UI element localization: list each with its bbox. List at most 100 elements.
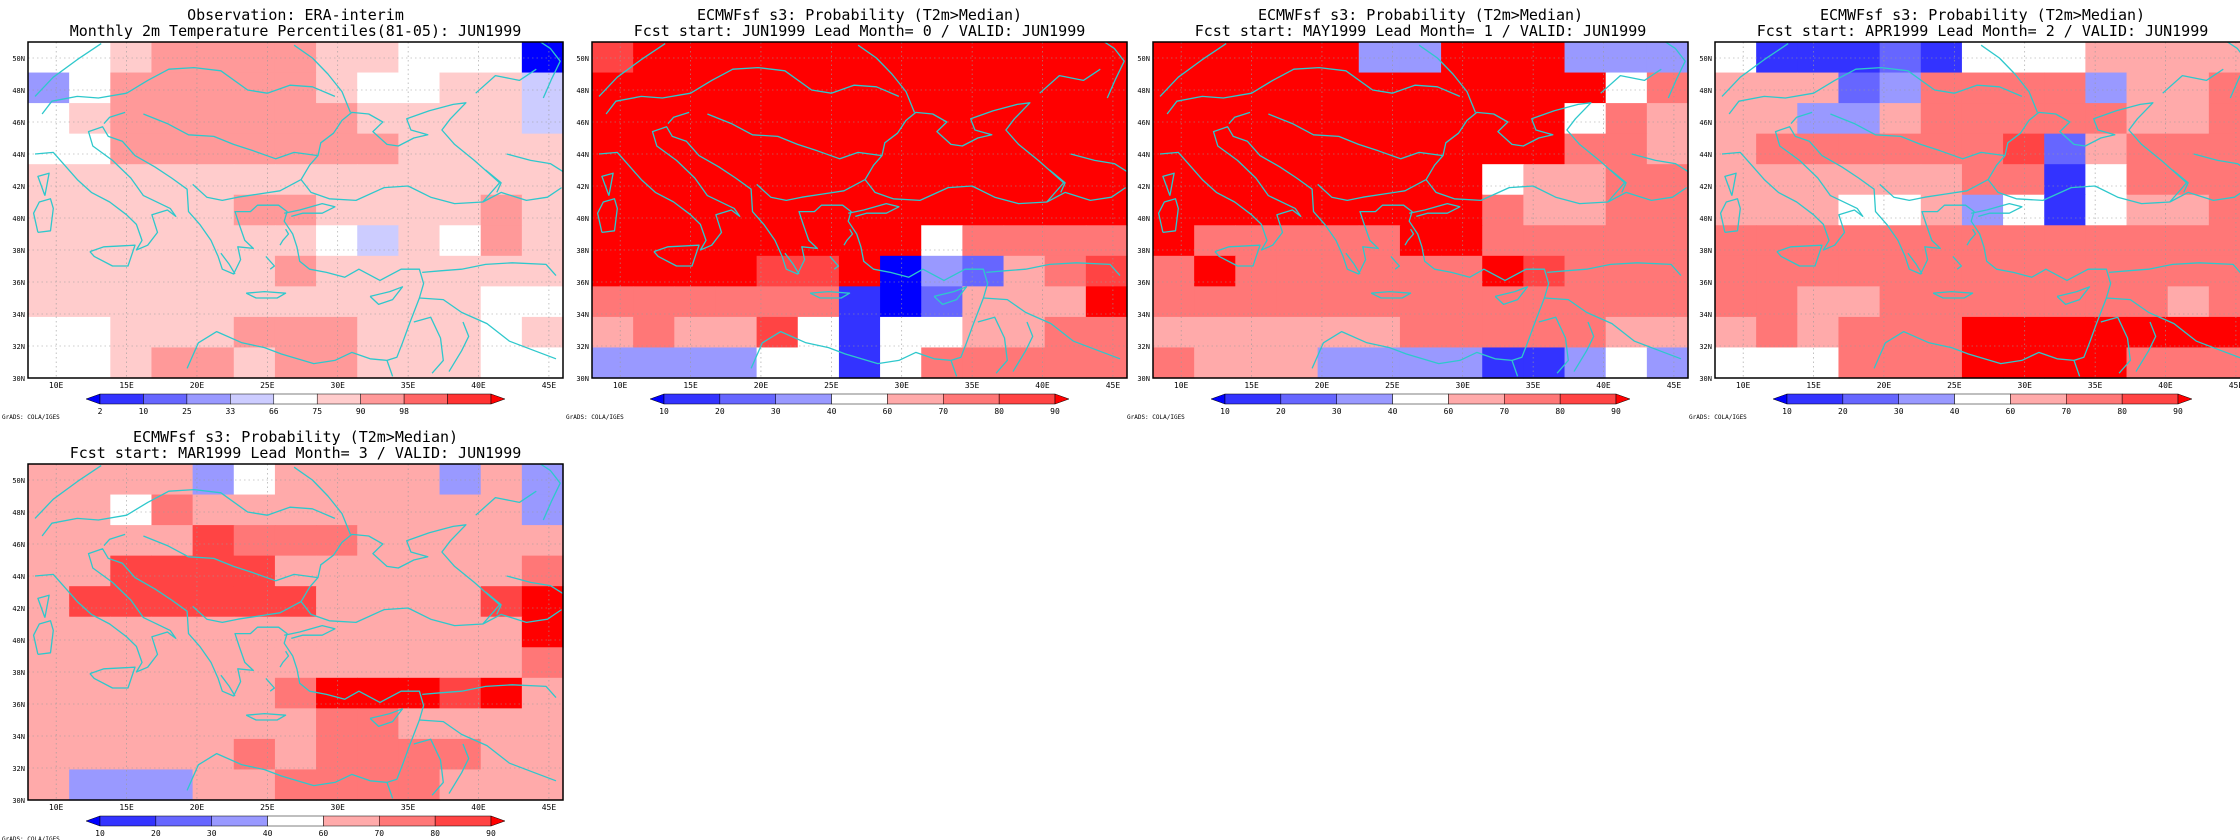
grid-cell xyxy=(2044,72,2086,104)
shaded-grid xyxy=(1715,42,2240,379)
grid-cell xyxy=(28,225,70,257)
grid-cell xyxy=(274,225,317,257)
coastline xyxy=(32,198,54,234)
grid-cell xyxy=(1564,164,1607,196)
grid-cell xyxy=(1358,42,1401,74)
coastline xyxy=(1370,290,1412,299)
grid-cell xyxy=(1317,347,1360,379)
coastline xyxy=(300,102,501,205)
grid-cell xyxy=(1276,194,1319,226)
grid-cell xyxy=(2085,103,2128,135)
grid-cell xyxy=(316,72,358,104)
grid-cell xyxy=(1797,225,1840,257)
grid-cell xyxy=(1044,164,1087,196)
lat-tick-label: 44N xyxy=(12,573,25,581)
grid-cell xyxy=(192,316,235,349)
grid-cell xyxy=(1153,42,1195,74)
grid-cell xyxy=(715,103,758,135)
lat-tick-label: 48N xyxy=(576,87,589,95)
grid-cell xyxy=(880,316,922,349)
grid-cell xyxy=(2003,225,2045,257)
grid-cell xyxy=(1482,286,1524,318)
colorbar-end-low xyxy=(649,393,665,405)
coastline xyxy=(1932,290,1974,299)
grid-cell xyxy=(1003,194,1046,226)
grid-cell xyxy=(1797,316,1840,349)
colorbar-label: 10 xyxy=(1220,407,1230,416)
lat-tick-label: 50N xyxy=(12,55,25,63)
coastline xyxy=(1268,113,1444,160)
coastline xyxy=(1607,187,1687,203)
grid-cell xyxy=(233,133,276,165)
lat-tick-label: 34N xyxy=(12,733,25,741)
coastline xyxy=(2109,262,2240,274)
grid-cell xyxy=(110,708,153,740)
grid-cell xyxy=(1605,133,1648,165)
map-panel: ECMWFsf s3: Probability (T2m>Median)Fcst… xyxy=(1127,6,1689,421)
grid-cell xyxy=(962,194,1005,226)
coastline xyxy=(1104,41,1125,99)
grid-cell xyxy=(1153,133,1195,165)
grid-cell xyxy=(880,103,922,135)
grid-cell xyxy=(2003,316,2045,349)
colorbar-box xyxy=(1559,393,1617,405)
lon-tick-label: 35E xyxy=(401,381,416,390)
lat-tick-label: 38N xyxy=(576,247,589,255)
colorbar-label: 60 xyxy=(883,407,893,416)
coastline xyxy=(2100,316,2131,374)
grid-cell xyxy=(28,255,70,287)
grid-cell xyxy=(2208,133,2240,165)
grid-cell xyxy=(1399,225,1442,257)
coastline xyxy=(41,488,336,537)
grid-cell xyxy=(1194,72,1236,104)
grid-cell xyxy=(921,133,963,165)
lat-tick-label: 30N xyxy=(1137,375,1150,383)
coastline xyxy=(1511,360,1519,377)
grid-cell xyxy=(2208,164,2240,196)
coastline xyxy=(1971,202,2023,218)
grid-cell xyxy=(151,347,194,379)
grid-cell xyxy=(674,316,717,349)
colorbar-label: 90 xyxy=(2173,407,2183,416)
lon-tick-label: 45E xyxy=(1106,381,1121,390)
coastlines xyxy=(32,463,564,799)
grid-cell xyxy=(2126,194,2169,226)
grid-cell xyxy=(1838,103,1881,135)
grads-credit: GrADS: COLA/IGES xyxy=(2,414,60,421)
grid-cell xyxy=(2208,347,2240,379)
coastlines xyxy=(1719,41,2240,377)
colorbar-box xyxy=(663,393,721,405)
coastline xyxy=(293,466,352,535)
grid-cell xyxy=(633,316,675,349)
grid-cell xyxy=(1317,133,1360,165)
grid-cell xyxy=(2003,72,2045,104)
grid-cell xyxy=(1482,133,1524,165)
grid-cell xyxy=(316,464,358,496)
coastline xyxy=(506,575,564,595)
grid-cell xyxy=(1564,225,1607,257)
grid-cell xyxy=(962,133,1005,165)
coastline xyxy=(1728,66,2023,115)
colorbar-label: 90 xyxy=(1050,407,1060,416)
grid-cell xyxy=(2167,286,2210,318)
coastline xyxy=(1980,44,2039,113)
lat-tick-label: 48N xyxy=(1137,87,1150,95)
grid-cell xyxy=(1153,225,1195,257)
grid-cell xyxy=(357,72,399,104)
grid-cell xyxy=(2208,194,2240,226)
grid-cell xyxy=(192,708,235,740)
grid-cell xyxy=(521,708,564,740)
colorbar-box xyxy=(434,815,492,827)
grid-cell xyxy=(480,708,523,740)
grid-cell xyxy=(1920,316,1963,349)
grid-cell xyxy=(674,72,717,104)
coastline xyxy=(34,465,102,519)
grid-cell xyxy=(2003,103,2045,135)
colorbar: 2 10 25 33 66 75 90 98 xyxy=(85,393,506,416)
grid-cell xyxy=(1523,316,1566,349)
lon-tick-label: 20E xyxy=(190,381,205,390)
lon-tick-label: 35E xyxy=(2088,381,2103,390)
grid-cell xyxy=(2126,164,2169,196)
grid-cell xyxy=(151,525,194,557)
grid-cell xyxy=(674,103,717,135)
